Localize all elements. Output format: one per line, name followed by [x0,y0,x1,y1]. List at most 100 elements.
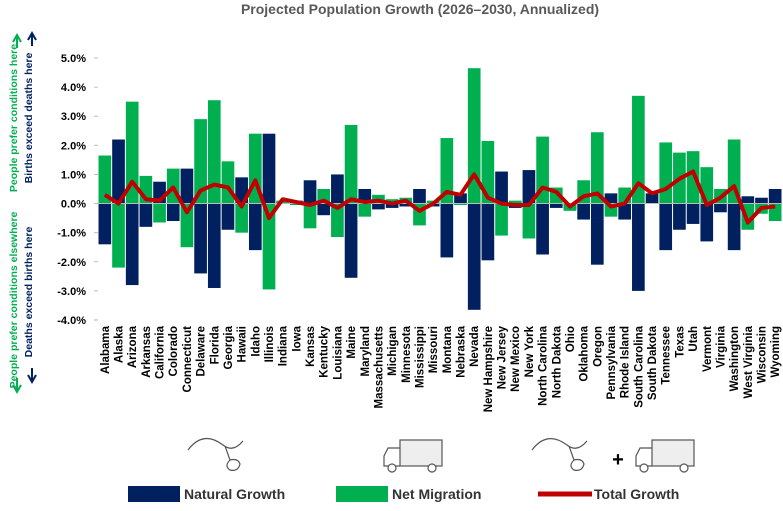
x-tick-label: Iowa [291,325,303,351]
x-tick-label: Massachusetts [373,326,385,408]
bar [495,204,508,236]
x-tick-label: Georgia [223,325,235,369]
bar [577,204,590,220]
bar [728,204,741,251]
annotation: Births exceed deaths here [23,52,35,183]
x-tick-label: Hawaii [237,326,249,362]
y-tick-label: 5.0% [61,53,86,65]
bar [99,204,112,245]
annotation: People prefer conditions elsewhere [8,211,20,388]
bar [714,204,727,213]
annotation: People prefer conditions here [8,44,20,192]
bar [769,189,782,204]
x-tick-label: Connecticut [182,326,194,393]
bar [659,204,672,251]
bar [153,204,166,223]
legend-label: Net Migration [392,486,481,502]
x-tick-label: Indiana [278,325,290,366]
y-tick-label: 1.0% [61,169,86,181]
bar [112,204,125,268]
bar [126,204,139,286]
stork-icon [188,439,243,471]
x-tick-label: New Mexico [510,326,522,392]
bar [659,142,672,203]
bar [194,204,207,274]
x-tick-label: Maine [346,326,358,359]
x-tick-label: Kansas [305,326,317,367]
x-tick-label: Vermont [702,326,714,372]
arrow [28,368,36,382]
bar [208,204,221,288]
x-tick-label: South Dakota [647,325,659,400]
bar [345,204,358,278]
bar [222,161,235,203]
x-tick-label: Oregon [592,326,604,367]
x-tick-label: North Carolina [538,325,550,405]
x-tick-label: Wyoming [770,326,782,378]
bar [263,134,276,204]
y-tick-label: 3.0% [61,111,86,123]
y-tick-label: -3.0% [57,286,86,298]
x-tick-label: Illinois [264,326,276,362]
x-tick-label: New Hampshire [483,326,495,412]
x-tick-label: New York [524,325,536,377]
bar [413,189,426,204]
bar [372,204,385,210]
bar [317,204,330,216]
bar [741,196,754,203]
legend-swatch [336,486,388,502]
bar [632,204,645,291]
bar [673,204,686,230]
bar [167,204,180,221]
bar [536,204,549,255]
bar [591,204,604,265]
bar [304,180,317,203]
bar [304,204,317,229]
x-tick-label: Oklahoma [579,325,591,381]
bar [482,204,495,261]
x-tick-label: Washington [729,326,741,391]
x-tick-label: Minnesota [401,325,413,382]
x-tick-label: Louisiana [332,325,344,379]
x-tick-label: Arizona [127,325,139,368]
x-tick-label: California [155,325,167,379]
axis-annotations: People prefer conditions here Births exc… [8,33,36,392]
stork-icon [532,439,587,471]
bar [495,172,508,204]
x-tick-label: Idaho [250,326,262,357]
x-tick-label: Ohio [565,326,577,352]
x-tick-label: Rhode Island [620,326,632,398]
x-tick-label: Kentucky [319,325,331,377]
x-tick-label: Virginia [715,325,727,368]
bar [331,174,344,203]
chart-title: Projected Population Growth (2026–2030, … [241,1,599,17]
legend-label: Total Growth [594,486,679,502]
y-tick-label: -2.0% [57,257,86,269]
x-tick-label: Texas [674,326,686,358]
x-tick-label: Michigan [387,326,399,376]
x-tick-label: New Jersey [497,325,509,389]
y-tick-label: -4.0% [57,315,86,327]
x-tick-label: Montana [442,325,454,373]
legend-label: Natural Growth [184,486,285,502]
bar [468,204,481,310]
y-tick-label: 4.0% [61,82,86,94]
bar [181,169,194,204]
x-tick-label: South Carolina [633,325,645,407]
bar [140,204,153,227]
bar [222,204,235,230]
x-tick-label: Delaware [196,326,208,377]
x-tick-label: Arkansas [141,326,153,378]
legend-swatch [128,486,180,502]
bar [345,125,358,204]
x-tick-label: Missouri [428,326,440,373]
x-tick-label: Mississippi [414,326,426,388]
x-tick-label: Nevada [469,325,481,367]
x-tick-label: Colorado [168,326,180,376]
x-tick-label: North Dakota [551,325,563,398]
x-tick-label: West Virginia [743,325,755,398]
truck-icon [384,440,442,472]
annotation: Deaths exceed births here [23,226,35,357]
y-tick-label: 2.0% [61,140,86,152]
y-tick-label: -1.0% [57,228,86,240]
